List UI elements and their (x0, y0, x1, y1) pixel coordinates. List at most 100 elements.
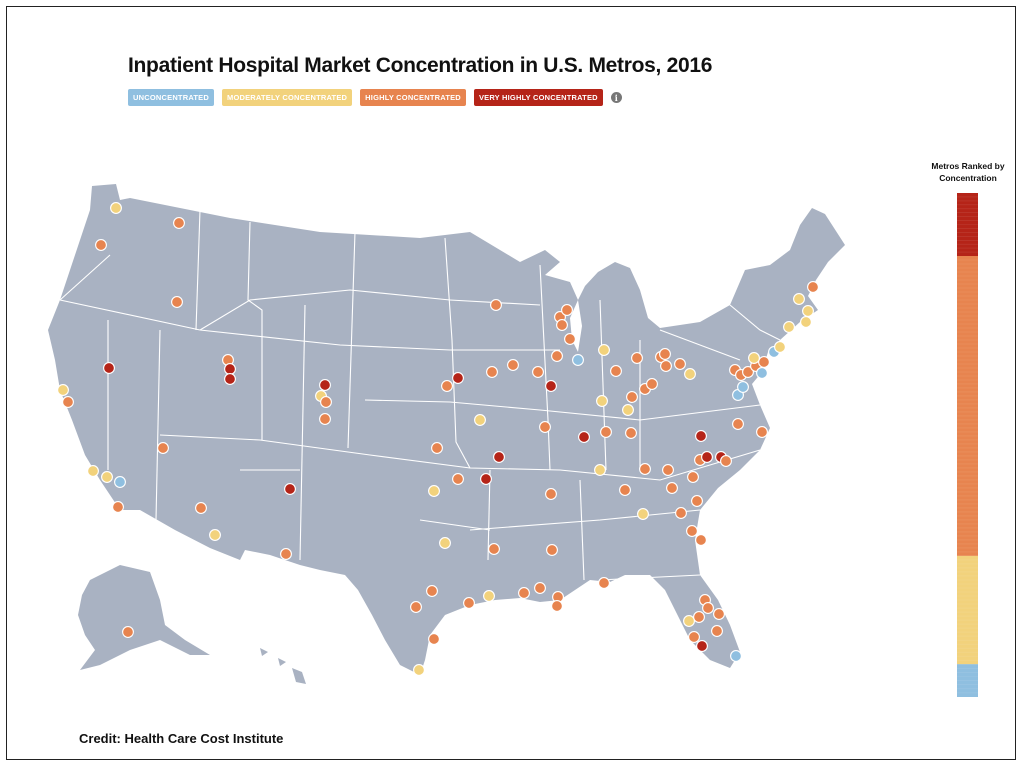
metro-marker[interactable] (87, 465, 99, 477)
metro-marker[interactable] (720, 455, 732, 467)
metro-marker[interactable] (702, 602, 714, 614)
metro-marker[interactable] (637, 508, 649, 520)
legend-moderately-concentrated[interactable]: MODERATELY CONCENTRATED (222, 89, 353, 106)
metro-marker[interactable] (666, 482, 678, 494)
metro-marker[interactable] (284, 483, 296, 495)
metro-marker[interactable] (660, 360, 672, 372)
metro-marker[interactable] (807, 281, 819, 293)
metro-marker[interactable] (626, 391, 638, 403)
metro-marker[interactable] (486, 366, 498, 378)
metro-marker[interactable] (452, 473, 464, 485)
metro-marker[interactable] (493, 451, 505, 463)
metro-marker[interactable] (742, 366, 754, 378)
info-icon[interactable]: i (610, 92, 622, 103)
metro-marker[interactable] (532, 366, 544, 378)
metro-marker[interactable] (551, 350, 563, 362)
metro-marker[interactable] (610, 365, 622, 377)
metro-marker[interactable] (483, 590, 495, 602)
metro-marker[interactable] (564, 333, 576, 345)
metro-marker[interactable] (280, 548, 292, 560)
legend-unconcentrated[interactable]: UNCONCENTRATED (128, 89, 214, 106)
metro-marker[interactable] (800, 316, 812, 328)
metro-marker[interactable] (732, 418, 744, 430)
metro-marker[interactable] (774, 341, 786, 353)
metro-marker[interactable] (428, 633, 440, 645)
metro-marker[interactable] (224, 373, 236, 385)
metro-marker[interactable] (675, 507, 687, 519)
metro-marker[interactable] (619, 484, 631, 496)
metro-marker[interactable] (598, 344, 610, 356)
metro-marker[interactable] (319, 379, 331, 391)
metro-marker[interactable] (701, 451, 713, 463)
metro-marker[interactable] (551, 600, 563, 612)
metro-marker[interactable] (426, 585, 438, 597)
metro-marker[interactable] (622, 404, 634, 416)
metro-marker[interactable] (711, 625, 723, 637)
metro-marker[interactable] (441, 380, 453, 392)
metro-marker[interactable] (737, 381, 749, 393)
metro-marker[interactable] (662, 464, 674, 476)
metro-marker[interactable] (57, 384, 69, 396)
metro-marker[interactable] (157, 442, 169, 454)
metro-marker[interactable] (209, 529, 221, 541)
metro-marker[interactable] (730, 650, 742, 662)
metro-marker[interactable] (756, 426, 768, 438)
metro-marker[interactable] (695, 430, 707, 442)
metro-marker[interactable] (463, 597, 475, 609)
metro-marker[interactable] (114, 476, 126, 488)
metro-marker[interactable] (452, 372, 464, 384)
metro-marker[interactable] (171, 296, 183, 308)
metro-marker[interactable] (674, 358, 686, 370)
metro-marker[interactable] (561, 304, 573, 316)
metro-marker[interactable] (713, 608, 725, 620)
metro-marker[interactable] (122, 626, 134, 638)
metro-marker[interactable] (173, 217, 185, 229)
metro-marker[interactable] (598, 577, 610, 589)
metro-marker[interactable] (683, 615, 695, 627)
metro-marker[interactable] (691, 495, 703, 507)
metro-marker[interactable] (545, 488, 557, 500)
metro-marker[interactable] (474, 414, 486, 426)
metro-marker[interactable] (696, 640, 708, 652)
metro-marker[interactable] (684, 368, 696, 380)
metro-marker[interactable] (693, 611, 705, 623)
metro-marker[interactable] (793, 293, 805, 305)
metro-marker[interactable] (62, 396, 74, 408)
metro-marker[interactable] (688, 631, 700, 643)
legend-very-highly-concentrated[interactable]: VERY HIGHLY CONCENTRATED (473, 89, 603, 106)
metro-marker[interactable] (110, 202, 122, 214)
metro-marker[interactable] (556, 319, 568, 331)
metro-marker[interactable] (756, 367, 768, 379)
metro-marker[interactable] (572, 354, 584, 366)
metro-marker[interactable] (646, 378, 658, 390)
metro-marker[interactable] (748, 352, 760, 364)
metro-marker[interactable] (758, 356, 770, 368)
metro-marker[interactable] (539, 421, 551, 433)
metro-marker[interactable] (490, 299, 502, 311)
metro-marker[interactable] (546, 544, 558, 556)
metro-marker[interactable] (413, 664, 425, 676)
metro-marker[interactable] (319, 413, 331, 425)
metro-marker[interactable] (195, 502, 207, 514)
metro-marker[interactable] (659, 348, 671, 360)
metro-marker[interactable] (695, 534, 707, 546)
metro-marker[interactable] (625, 427, 637, 439)
metro-marker[interactable] (101, 471, 113, 483)
metro-marker[interactable] (596, 395, 608, 407)
metro-marker[interactable] (518, 587, 530, 599)
metro-marker[interactable] (802, 305, 814, 317)
metro-marker[interactable] (410, 601, 422, 613)
metro-marker[interactable] (600, 426, 612, 438)
legend-highly-concentrated[interactable]: HIGHLY CONCENTRATED (360, 89, 466, 106)
metro-marker[interactable] (639, 463, 651, 475)
metro-marker[interactable] (578, 431, 590, 443)
metro-marker[interactable] (428, 485, 440, 497)
metro-marker[interactable] (631, 352, 643, 364)
metro-marker[interactable] (431, 442, 443, 454)
metro-marker[interactable] (488, 543, 500, 555)
metro-marker[interactable] (783, 321, 795, 333)
metro-marker[interactable] (320, 396, 332, 408)
metro-marker[interactable] (594, 464, 606, 476)
metro-marker[interactable] (545, 380, 557, 392)
metro-marker[interactable] (507, 359, 519, 371)
